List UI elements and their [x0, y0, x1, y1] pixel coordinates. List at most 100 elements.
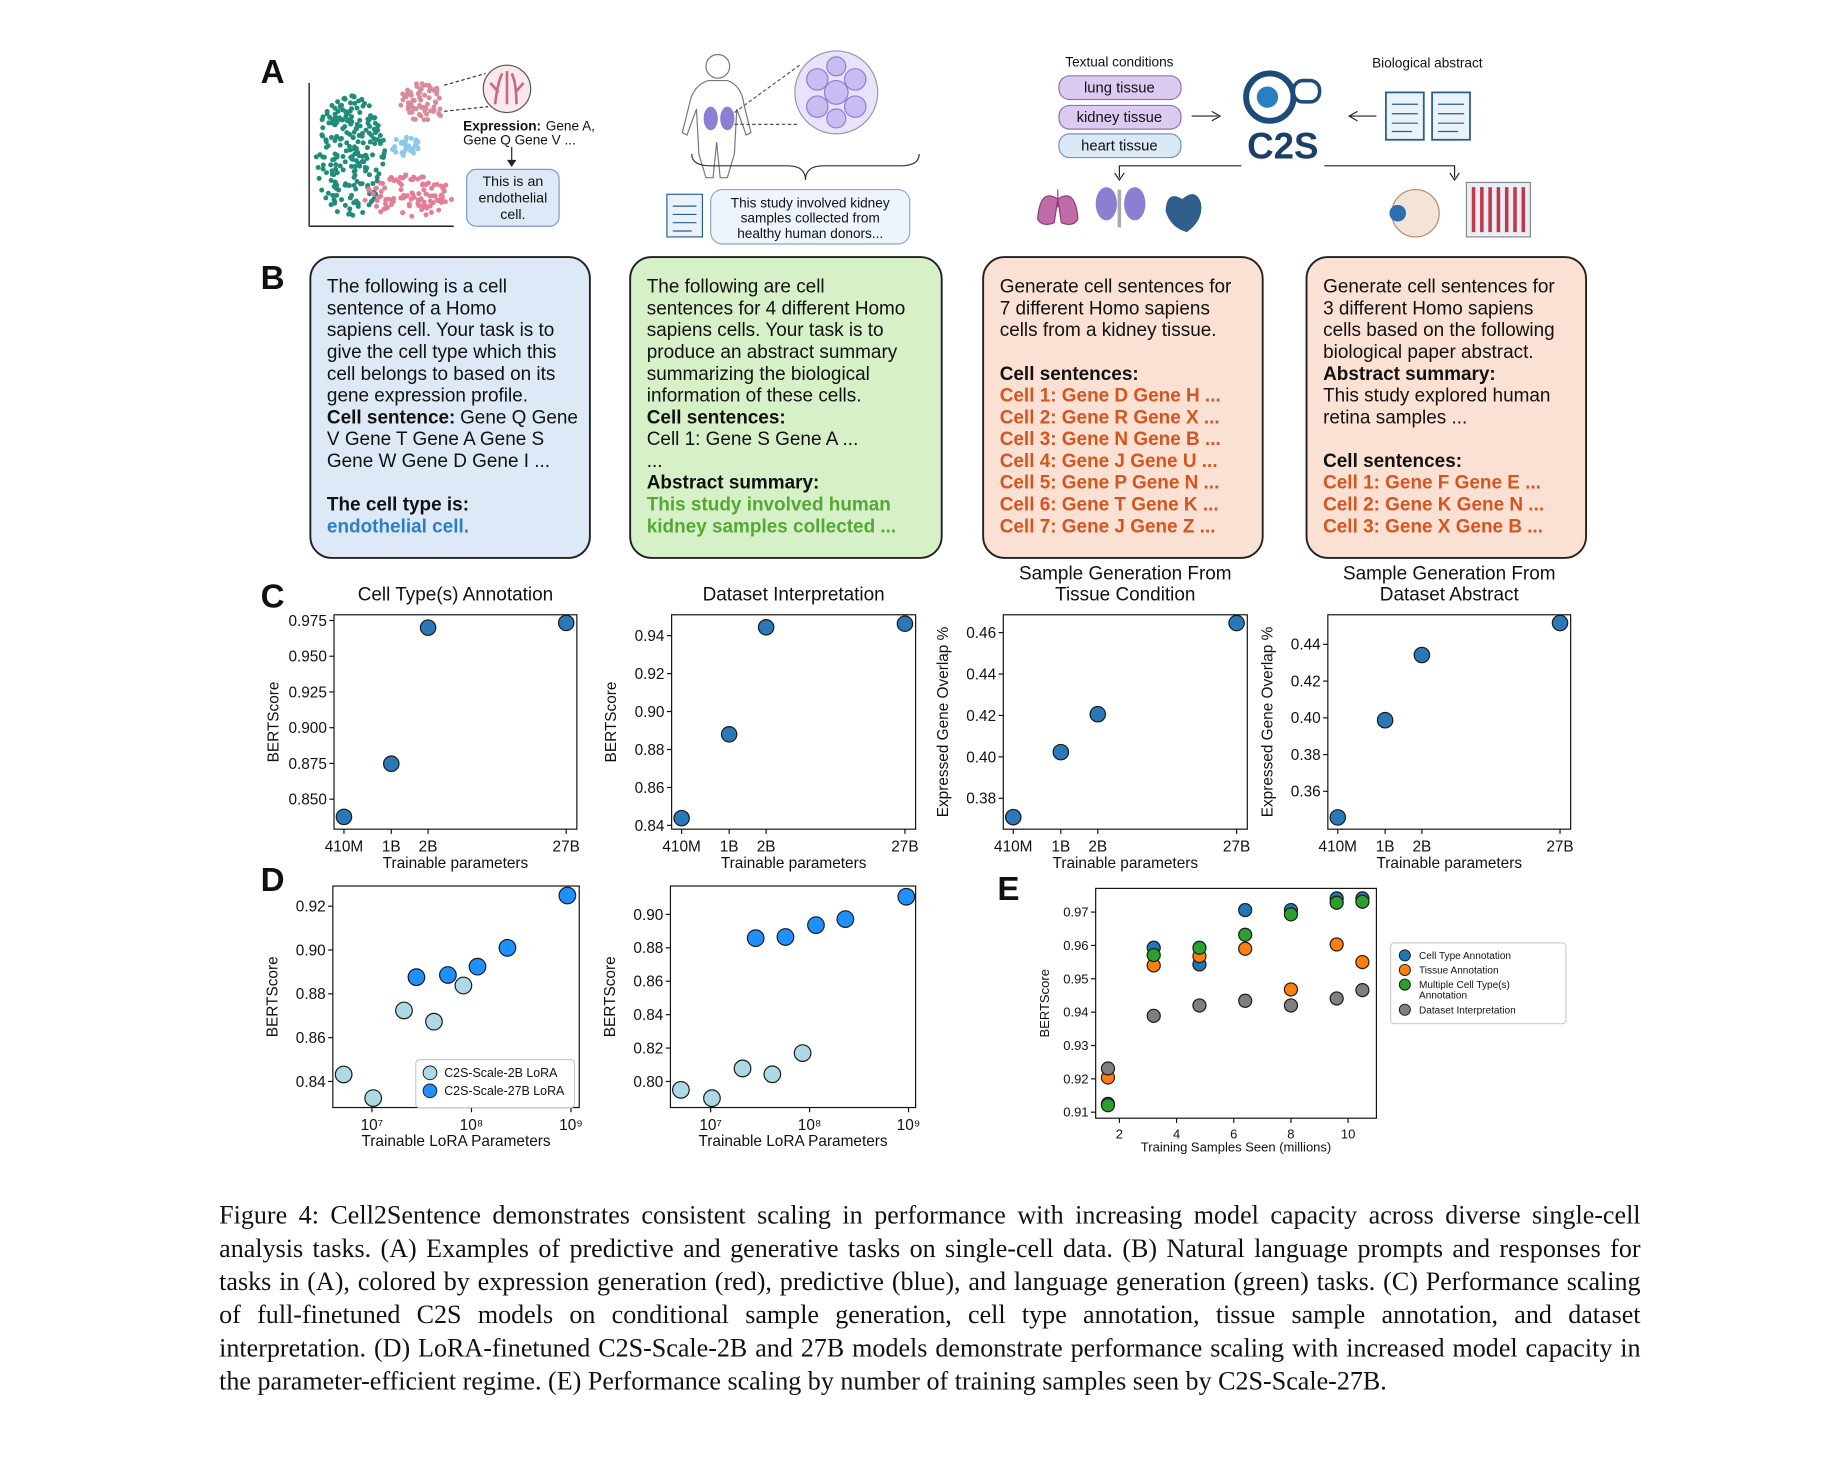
illustration-dot — [320, 162, 326, 168]
answer-text: Cell 7: Gene J Gene Z ... — [1000, 516, 1216, 537]
prompt-line: give the cell type which this — [327, 342, 556, 363]
chart-title: Cell Type(s) Annotation — [358, 585, 553, 606]
point — [334, 1065, 353, 1084]
y-tick-label: 0.38 — [966, 791, 996, 808]
legend: C2S-Scale-2B LoRA C2S-Scale-27B LoRA — [415, 1059, 576, 1109]
illustration-dot — [383, 196, 389, 202]
illustration-dot — [352, 172, 358, 178]
y-tick-label: 0.84 — [635, 818, 665, 835]
illustration-dot — [343, 148, 349, 154]
x-tick-label: 10⁹ — [897, 1117, 921, 1134]
point — [1052, 743, 1070, 761]
illustration-dot — [355, 149, 361, 155]
illustration-dot — [400, 151, 406, 157]
point — [1004, 808, 1022, 826]
illustration-dot — [339, 197, 345, 203]
illustration-dot — [370, 152, 376, 158]
illustration-dot — [332, 111, 338, 117]
illustration-dot — [421, 117, 427, 123]
body — [681, 79, 752, 179]
document-icon — [1431, 91, 1471, 141]
x-tick-label: 27B — [553, 839, 580, 856]
illustration-dot — [328, 177, 334, 183]
study-line: This study involved kidney — [731, 195, 890, 210]
illustration-dot — [324, 111, 330, 117]
point — [1146, 947, 1161, 963]
prompt-line: Cell 2: Gene K Gene N ... — [1323, 495, 1544, 516]
condition-pill — [1058, 133, 1182, 159]
illustration-dot — [363, 127, 369, 133]
arrow — [1114, 165, 1242, 182]
illustration-dot — [357, 117, 363, 123]
prompt-line: biological paper abstract. — [1323, 342, 1534, 363]
prompt-line: summarizing the biological — [647, 364, 870, 385]
answer-text: kidney samples collected ... — [647, 516, 896, 537]
study-box — [710, 188, 911, 245]
illustration-dot — [323, 139, 329, 145]
illustration-dot — [347, 195, 353, 201]
x-tick-label: 410M — [1319, 839, 1357, 856]
prompt-box — [982, 256, 1264, 559]
legend-label: Multiple Cell Type(s) Annotation — [1419, 980, 1510, 1002]
illustration-dot — [340, 126, 346, 132]
prompt-line: Abstract summary: — [647, 473, 820, 494]
prompt-line: sentences for 4 different Homo — [647, 298, 906, 319]
illustration-dot — [354, 121, 360, 127]
illustration-dot — [366, 172, 372, 178]
point — [1238, 927, 1253, 942]
axes-frame — [333, 614, 578, 830]
x-tick-label: 10⁹ — [559, 1117, 583, 1134]
illustration-dot — [419, 207, 425, 213]
illustration-dot — [330, 192, 336, 198]
illustration-dot — [360, 209, 366, 215]
illustration-dot — [348, 147, 354, 153]
illustration-dot — [400, 91, 406, 97]
illustration-dot — [402, 140, 408, 146]
illustration-dot — [385, 204, 390, 210]
illustration-dot — [416, 203, 422, 209]
legend-frame — [1390, 942, 1567, 1025]
prompt-box — [629, 256, 943, 559]
y-tick-label: 0.36 — [1291, 784, 1321, 801]
illustration-dot — [320, 114, 326, 120]
point — [454, 976, 473, 995]
kidney-icon — [1095, 187, 1117, 221]
y-tick-label: 0.92 — [296, 899, 326, 916]
illustration-dot — [320, 125, 326, 131]
x-axis-label: Trainable LoRA Parameters — [698, 1133, 887, 1150]
illustration-dot — [355, 200, 361, 206]
expression-label: Expression: — [463, 118, 541, 133]
x-tick-label: 1B — [1376, 839, 1395, 856]
illustration-dot — [354, 178, 360, 184]
illustration-dot — [400, 195, 406, 201]
head — [705, 53, 731, 79]
illustration-dot — [340, 154, 346, 159]
illustration-dot — [333, 162, 339, 168]
arrow — [1191, 110, 1222, 122]
illustration-dot — [374, 203, 380, 209]
illustration-dot — [337, 103, 343, 109]
prompt-line: Generate cell sentences for — [1323, 277, 1555, 298]
y-tick-label: 0.975 — [288, 613, 326, 630]
axes-frame — [671, 614, 917, 830]
illustration-dot — [328, 202, 334, 208]
x-tick-label: 1B — [382, 839, 401, 856]
cell-type-line: cell. — [500, 207, 525, 223]
illustration-dot — [334, 154, 340, 160]
point — [1100, 1098, 1116, 1113]
document-lines — [1391, 103, 1418, 133]
illustration-dot — [378, 193, 384, 199]
illustration-dot — [366, 116, 372, 122]
point — [720, 726, 738, 743]
text-line: Multiple Cell Type(s) — [1419, 980, 1510, 991]
prompt-line: Cell 7: Gene J Gene Z ... — [1000, 516, 1216, 537]
point — [1551, 614, 1569, 632]
answer-text: Cell 3: Gene N Gene B ... — [1000, 429, 1221, 450]
prompt-line: Cell 1: Gene D Gene H ... — [1000, 386, 1221, 407]
illustration-dot — [398, 187, 404, 193]
prompt-label: Cell sentences: — [647, 407, 786, 428]
illustration-dot — [429, 185, 435, 191]
x-tick-label: 10⁸ — [460, 1117, 484, 1134]
illustration-dot — [423, 191, 429, 197]
